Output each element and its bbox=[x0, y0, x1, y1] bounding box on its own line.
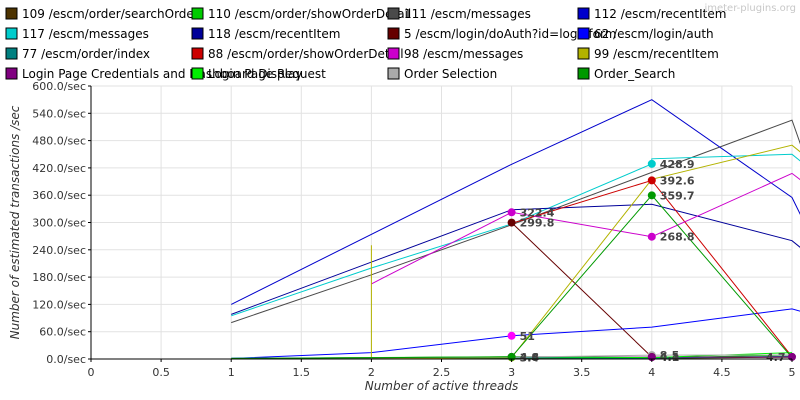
y-axis-label: Number of estimated transactions /sec bbox=[8, 105, 22, 339]
series-line bbox=[231, 194, 793, 359]
x-axis-label: Number of active threads bbox=[365, 379, 519, 393]
legend-entry: 98 /escm/messages bbox=[404, 47, 523, 61]
data-point-marker bbox=[647, 191, 656, 200]
data-point-marker bbox=[507, 218, 516, 227]
x-tick-label: 1.5 bbox=[293, 366, 311, 379]
data-point-label: 4.1 bbox=[660, 351, 680, 364]
x-tick-label: 0.5 bbox=[152, 366, 170, 379]
legend-entry: 5 /escm/login/doAuth?id=loginform bbox=[404, 27, 616, 41]
data-point-label: 3.4 bbox=[520, 351, 540, 364]
legend-swatch bbox=[577, 67, 590, 80]
legend-swatch bbox=[577, 27, 590, 40]
legend-swatch bbox=[5, 27, 18, 40]
x-tick-label: 1 bbox=[228, 366, 235, 379]
data-point-label: 4.8 bbox=[520, 351, 540, 364]
legend-entry: Order_Search bbox=[594, 67, 675, 81]
data-point-label: 4.6 bbox=[520, 351, 540, 364]
watermark: jmeter-plugins.org bbox=[703, 3, 796, 14]
series-line bbox=[231, 308, 800, 359]
y-tick-label: 0.0/sec bbox=[46, 353, 86, 366]
data-point-label: 359.7 bbox=[660, 189, 695, 202]
data-point-marker bbox=[647, 159, 656, 168]
legend-swatch bbox=[5, 47, 18, 60]
x-tick-label: 5 bbox=[789, 366, 796, 379]
y-tick-label: 360.0/sec bbox=[32, 189, 86, 202]
data-point-label: 4.4 bbox=[660, 351, 680, 364]
legend-swatch bbox=[191, 47, 204, 60]
data-point-marker bbox=[647, 232, 656, 241]
legend-entry: 62 /escm/login/auth bbox=[594, 27, 714, 41]
x-tick-label: 4.5 bbox=[713, 366, 731, 379]
legend-entry: 117 /escm/messages bbox=[22, 27, 149, 41]
x-tick-label: 3 bbox=[508, 366, 515, 379]
legend-swatch bbox=[191, 67, 204, 80]
data-point-label: 299.8 bbox=[520, 217, 555, 230]
legend-entry: Order Selection bbox=[404, 67, 497, 81]
x-tick-label: 4 bbox=[648, 366, 655, 379]
y-tick-label: 600.0/sec bbox=[32, 80, 86, 93]
x-tick-label: 0 bbox=[88, 366, 95, 379]
legend-entry: 88 /escm/order/showOrderDetail bbox=[208, 47, 404, 61]
legend-swatch bbox=[387, 67, 400, 80]
legend-entry: 111 /escm/messages bbox=[404, 7, 531, 21]
legend-swatch bbox=[387, 47, 400, 60]
y-tick-label: 420.0/sec bbox=[32, 162, 86, 175]
data-point-label: 392.6 bbox=[660, 174, 695, 187]
legend-entry: Login Page Credentials and Dashboard Dis… bbox=[22, 67, 302, 81]
legend-swatch bbox=[191, 7, 204, 20]
legend-swatch bbox=[191, 27, 204, 40]
data-point-marker bbox=[647, 176, 656, 185]
x-tick-label: 3.5 bbox=[573, 366, 591, 379]
x-tick-label: 2.5 bbox=[433, 366, 451, 379]
series-line bbox=[511, 222, 653, 358]
x-tick-labels: 0 0.5 1 1.5 2 2.5 3 3.5 4 4.5 5 bbox=[88, 359, 796, 379]
series-line bbox=[370, 144, 800, 360]
y-tick-label: 480.0/sec bbox=[32, 135, 86, 148]
y-tick-label: 240.0/sec bbox=[32, 244, 86, 257]
legend-entry: Login Page Request bbox=[208, 67, 326, 81]
data-point-marker bbox=[507, 331, 516, 340]
y-tick-labels: 0.0/sec 60.0/sec 120.0/sec 180.0/sec 240.0/s… bbox=[32, 80, 91, 366]
series-line bbox=[231, 203, 800, 315]
legend-entry: 110 /escm/order/showOrderDetail bbox=[208, 7, 411, 21]
legend-swatch bbox=[5, 7, 18, 20]
y-tick-label: 60.0/sec bbox=[39, 326, 86, 339]
legend-entry: 118 /escm/recentItem bbox=[208, 27, 340, 41]
series-line bbox=[231, 119, 800, 324]
legend-swatch bbox=[387, 27, 400, 40]
legend-swatch bbox=[5, 67, 18, 80]
y-tick-label: 300.0/sec bbox=[32, 217, 86, 230]
y-tick-label: 180.0/sec bbox=[32, 271, 86, 284]
y-tick-label: 540.0/sec bbox=[32, 107, 86, 120]
legend-swatch bbox=[387, 7, 400, 20]
legend-entry: 77 /escm/order/index bbox=[22, 47, 150, 61]
legend-swatch bbox=[577, 47, 590, 60]
data-point-label: 4.7 bbox=[766, 351, 786, 364]
data-point-label: 322.4 bbox=[520, 206, 555, 219]
legend-entry: 99 /escm/recentItem bbox=[594, 47, 719, 61]
legend: 109 /escm/order/searchOrder 110 /escm/ord… bbox=[5, 7, 726, 81]
data-point-label: 268.8 bbox=[660, 231, 695, 244]
data-point-label: 428.9 bbox=[660, 158, 695, 171]
legend-entry: 109 /escm/order/searchOrder bbox=[22, 7, 199, 21]
data-point-label: 51 bbox=[520, 330, 535, 343]
legend-swatch bbox=[577, 7, 590, 20]
y-tick-label: 120.0/sec bbox=[32, 298, 86, 311]
legend-entry: 112 /escm/recentItem bbox=[594, 7, 726, 21]
data-point-marker bbox=[507, 208, 516, 217]
marker-layer: 428.9392.6359.7322.4299.8268.8513.44.84.… bbox=[507, 158, 796, 364]
x-tick-label: 2 bbox=[368, 366, 375, 379]
series-line bbox=[230, 99, 800, 305]
